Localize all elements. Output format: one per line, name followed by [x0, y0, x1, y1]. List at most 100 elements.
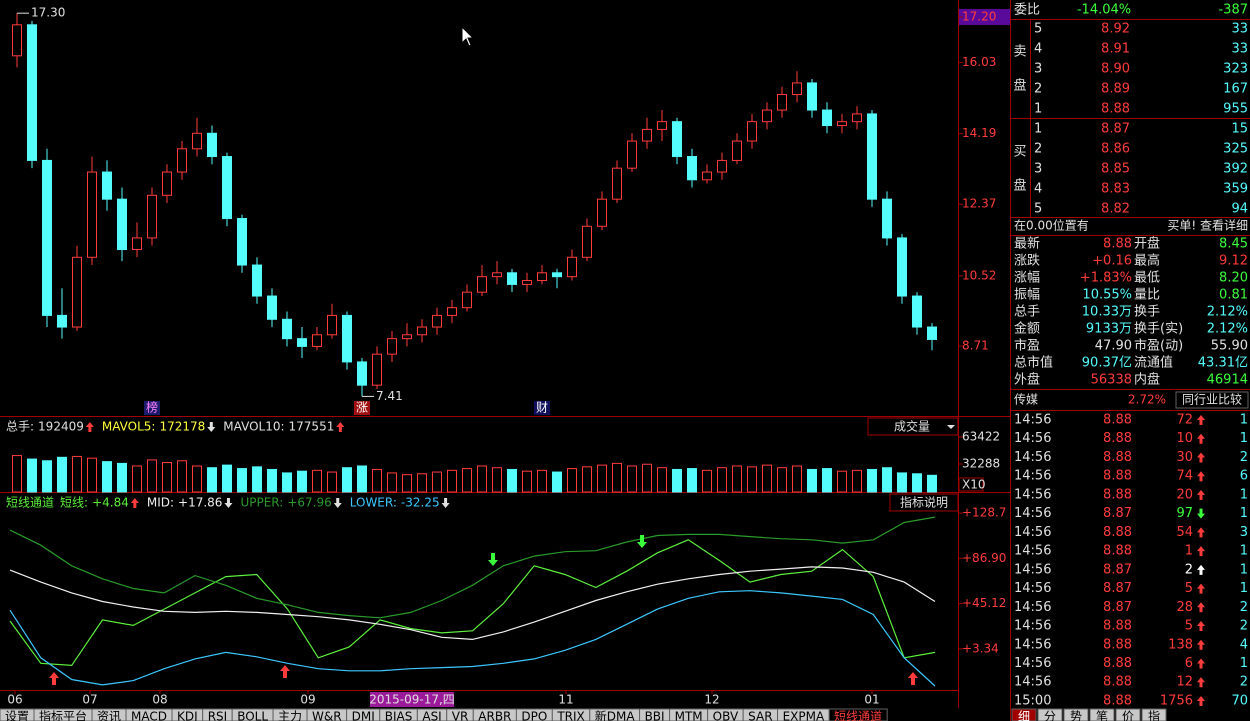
volume-bar [42, 460, 52, 493]
y-tick-label: +86.90 [962, 551, 1006, 565]
candle-body [252, 264, 262, 297]
candle-body [417, 326, 427, 336]
volume-bar [747, 466, 757, 493]
tick-price: 8.88 [1103, 619, 1132, 634]
tab-label: MTM [675, 710, 703, 721]
candle-body [762, 109, 772, 123]
candle-body [327, 314, 337, 336]
y-tick-label: 17.20 [962, 10, 996, 24]
tab-label: 设置 [5, 710, 29, 721]
quote-value: 46914 [1207, 373, 1248, 388]
legend-value: +17.86 [178, 496, 222, 510]
detail-tab[interactable] [1141, 708, 1167, 721]
detail-tab[interactable] [1063, 708, 1089, 721]
tick-price: 8.88 [1103, 431, 1132, 446]
tick-time: 14:56 [1014, 619, 1051, 634]
quote-label: 流通值 [1134, 355, 1173, 371]
detail-tab-label: 势 [1070, 710, 1082, 721]
tick-volume: 28 [1176, 600, 1193, 615]
quote-label: 振幅 [1014, 288, 1040, 303]
candle-body [102, 171, 112, 200]
volume-bar [417, 473, 427, 493]
quote-value: 8.88 [1103, 237, 1132, 252]
event-marker[interactable] [534, 401, 550, 415]
tick-volume: 12 [1176, 675, 1193, 690]
book-price: 8.88 [1101, 102, 1130, 117]
tab-label: OBV [713, 710, 739, 721]
pane-menu[interactable] [867, 417, 959, 436]
trend-arrow [130, 498, 139, 508]
mouse-cursor [461, 25, 475, 47]
tab-label: ASI [422, 710, 441, 721]
tick-price: 8.88 [1103, 413, 1132, 428]
volume-bar [162, 462, 172, 493]
tick-time: 14:56 [1014, 562, 1051, 577]
candle-body [72, 256, 82, 328]
volume-bar [852, 469, 862, 493]
quote-value: 56338 [1091, 373, 1132, 388]
indicator-line [9, 539, 936, 667]
tick-count: 1 [1240, 506, 1248, 521]
tick-volume: 97 [1176, 506, 1193, 521]
volume-bar [252, 466, 262, 493]
candle-body [267, 295, 277, 320]
book-level: 4 [1034, 182, 1042, 197]
trend-arrow [1197, 527, 1205, 538]
detail-tab[interactable] [1037, 708, 1063, 721]
detail-tab[interactable] [1115, 708, 1141, 721]
help-button[interactable] [889, 493, 959, 512]
book-volume: 323 [1223, 62, 1248, 77]
candle-body [792, 82, 802, 96]
tick-price: 8.88 [1103, 525, 1132, 540]
quote-label: 最新 [1014, 236, 1040, 252]
tick-time: 14:56 [1014, 675, 1051, 690]
compare-button[interactable] [1175, 391, 1249, 409]
tick-time: 14:56 [1014, 487, 1051, 502]
book-volume: 94 [1231, 202, 1248, 217]
book-level: 2 [1034, 142, 1042, 157]
panel-value: -14.04% [1077, 3, 1131, 18]
volume-bar [267, 468, 277, 493]
tab-label: 指标平台 [39, 709, 87, 721]
book-level: 4 [1034, 42, 1042, 57]
detail-tab[interactable] [1089, 708, 1115, 721]
volume-bar [312, 469, 322, 493]
x-tick-label: 07 [82, 693, 97, 707]
tick-count: 1 [1240, 431, 1248, 446]
signal-arrow [908, 672, 918, 685]
quote-value: 43.31亿 [1198, 356, 1248, 371]
detail-tab[interactable] [1011, 708, 1037, 721]
book-level: 3 [1034, 62, 1042, 77]
tick-price: 8.88 [1103, 656, 1132, 671]
low-label: 7.41 [376, 389, 403, 403]
volume-bar [717, 467, 727, 493]
quote-value: 8.45 [1219, 237, 1248, 252]
tab[interactable] [828, 708, 888, 721]
volume-bar [462, 468, 472, 493]
book-volume: 33 [1231, 42, 1248, 57]
candle-body [612, 167, 622, 200]
tick-price: 8.88 [1103, 450, 1132, 465]
event-marker[interactable] [144, 401, 160, 415]
tick-time: 14:56 [1014, 600, 1051, 615]
volume-bar [357, 465, 367, 493]
quote-value: 47.90 [1095, 339, 1132, 354]
event-marker[interactable] [354, 401, 370, 415]
volume-bar [147, 459, 157, 493]
book-price: 8.86 [1101, 142, 1130, 157]
quote-value: +1.83% [1080, 271, 1132, 286]
quote-value: 9133万 [1086, 322, 1132, 337]
trend-arrow [336, 422, 345, 432]
candle-body [597, 198, 607, 227]
volume-bar [192, 465, 202, 493]
indicator-name: 短线通道 [6, 496, 54, 510]
quote-value: 10.33万 [1082, 305, 1132, 320]
volume-bar [402, 474, 412, 493]
side-label: 盘 [1013, 78, 1026, 94]
tick-count: 4 [1240, 637, 1248, 652]
signal-arrow [280, 665, 290, 678]
volume-bar [687, 468, 697, 493]
y-tick-label: +3.34 [962, 641, 999, 655]
candle-body [42, 159, 52, 316]
volume-bar [432, 471, 442, 493]
